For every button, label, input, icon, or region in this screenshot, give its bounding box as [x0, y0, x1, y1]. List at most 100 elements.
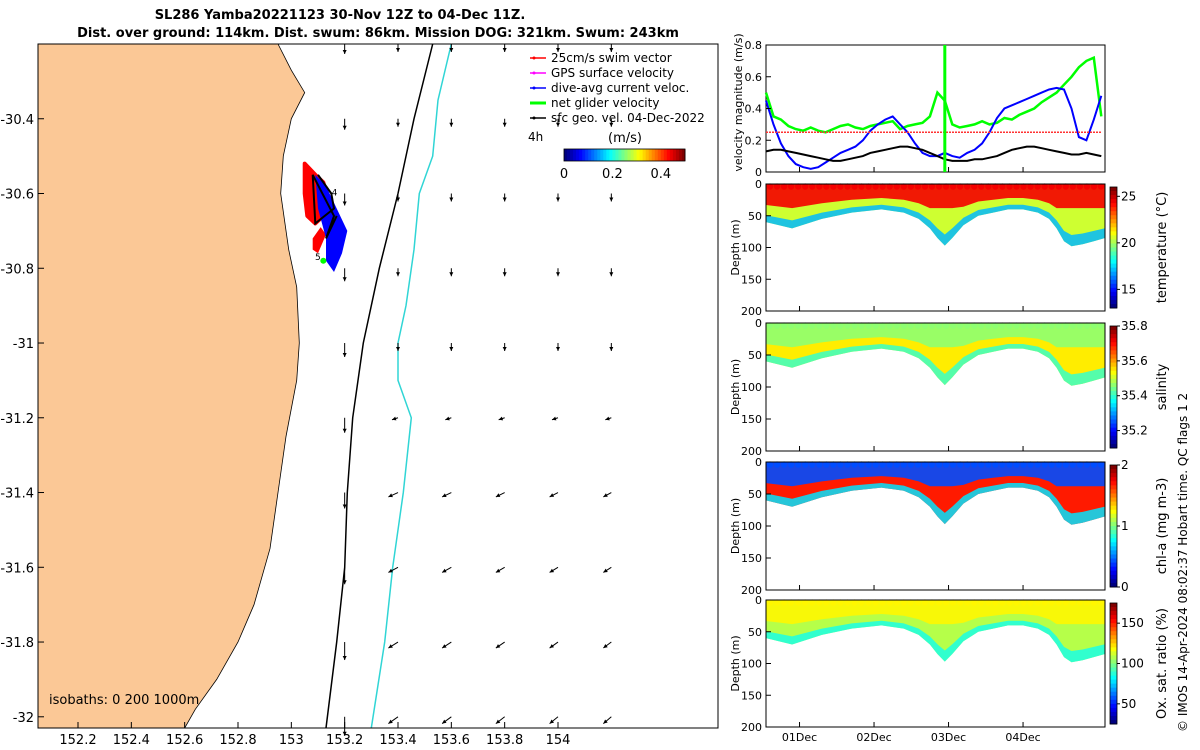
section-sample-dot	[773, 461, 781, 468]
colorbar-tick-label: 35.2	[1121, 424, 1148, 438]
legend-item-label: dive-avg current veloc.	[551, 81, 689, 95]
colorbar-segment	[1110, 391, 1117, 396]
colorbar-segment	[1110, 493, 1117, 499]
velocity-arrowhead	[449, 347, 454, 351]
velocity-axes	[765, 44, 1106, 173]
colorbar-segment	[1110, 505, 1117, 511]
section-sample-dot	[914, 322, 922, 329]
colorbar-tick-label: 35.6	[1121, 354, 1148, 368]
colorbar-label: Ox. sat. ratio (%)	[1155, 608, 1170, 719]
section-sample-dot	[1048, 461, 1055, 468]
section-sample-dot	[844, 183, 851, 190]
section-sample-dot	[1027, 461, 1034, 468]
colorbar-segment	[1110, 267, 1117, 273]
velocity-arrowhead	[603, 493, 608, 497]
velocity-arrowhead	[609, 197, 614, 202]
colorbar-segment	[1110, 395, 1117, 400]
colorbar-segment	[1110, 501, 1117, 507]
section-sample-dot	[809, 183, 816, 190]
section-sample-dot	[935, 322, 943, 329]
section-sample-dot	[787, 322, 795, 329]
section-sample-dot	[865, 461, 872, 468]
section-sample-dot	[942, 599, 950, 606]
section-sample-dot	[978, 461, 985, 468]
colorbar-segment	[1110, 295, 1117, 301]
velocity-arrowhead	[502, 197, 507, 202]
colorbar-segment	[627, 149, 632, 161]
colorbar-segment	[1110, 639, 1117, 644]
section-sample-dot	[1062, 183, 1069, 190]
velocity-arrowhead	[388, 719, 393, 724]
colorbar-segment	[660, 149, 665, 161]
section-sample-dot	[1027, 322, 1034, 329]
velocity-arrowhead	[396, 48, 400, 52]
section-sample-dot	[992, 183, 999, 190]
isobath-1000m	[370, 43, 453, 729]
section-ytick-label: 50	[748, 488, 762, 501]
section-surface-layer	[766, 323, 1105, 348]
colorbar-segment	[630, 149, 635, 161]
velocity-ytick-label: 0.8	[745, 39, 763, 52]
map-ytick-label: -31.2	[0, 412, 34, 427]
section-sample-dot	[872, 183, 879, 190]
section-sample-dot	[851, 599, 858, 606]
colorbar-segment	[1110, 558, 1117, 564]
colorbar-segment	[639, 149, 644, 161]
legend-item-label: net glider velocity	[551, 96, 659, 110]
section-sample-dot	[787, 183, 795, 190]
colorbar-segment	[1110, 562, 1117, 568]
section-sample-dot	[921, 322, 929, 329]
section-sample-dot	[907, 322, 915, 329]
colorbar-segment	[594, 149, 598, 161]
section-sample-dot	[1013, 599, 1020, 606]
section-sample-dot	[794, 599, 802, 606]
section-ytick-label: 100	[741, 658, 762, 671]
velocity-series-line	[765, 86, 1103, 170]
colorbar-segment	[1110, 330, 1117, 335]
colorbar-segment	[597, 149, 601, 161]
section-sample-dot	[928, 599, 936, 606]
colorbar-segment	[1110, 530, 1117, 535]
colorbar-segment	[675, 149, 680, 161]
colorbar-tick-label: 1	[1121, 519, 1129, 533]
section-sample-dot	[844, 322, 851, 329]
velocity-arrowhead	[342, 731, 347, 736]
section-sample-dot	[1090, 461, 1098, 468]
colorbar-tick-label: 0.2	[602, 167, 623, 182]
chart-title-line1: SL286 Yamba20221123 30-Nov 12Z to 04-Dec…	[154, 8, 526, 23]
colorbar-segment	[1110, 362, 1117, 368]
map-xtick-label: 152.6	[166, 733, 203, 748]
colorbar-segment	[609, 149, 613, 161]
colorbar-segment	[1110, 574, 1117, 580]
section-sample-dot	[1006, 599, 1013, 606]
section-sample-dot	[1048, 599, 1055, 606]
velocity-arrowhead	[549, 568, 555, 573]
colorbar-segment	[1110, 497, 1117, 503]
colorbar-segment	[1110, 195, 1117, 200]
velocity-arrowhead	[396, 122, 400, 127]
colorbar-segment	[1110, 299, 1117, 305]
map-ytick-label: -31.6	[0, 561, 34, 576]
velocity-arrowhead	[445, 416, 450, 421]
colorbar-segment	[1110, 211, 1117, 216]
legend-marker	[532, 116, 536, 120]
time-tick-label: 04Dec	[1005, 731, 1040, 744]
colorbar-segment	[657, 149, 662, 161]
colorbar-segment	[1110, 619, 1117, 624]
section-sample-dot	[900, 322, 908, 329]
colorbar-segment	[1110, 439, 1117, 445]
colorbar-segment	[1110, 247, 1117, 253]
velocity-arrowhead	[556, 197, 560, 202]
velocity-arrowhead	[549, 644, 554, 648]
velocity-arrowhead	[342, 504, 347, 509]
section-sample-dot	[956, 461, 964, 468]
colorbar-segment	[1110, 239, 1117, 244]
section-sample-dot	[787, 599, 795, 606]
section-sample-dot	[886, 461, 893, 468]
section-sample-dot	[1076, 183, 1084, 190]
section-sample-dot	[773, 322, 781, 329]
map-xtick-label: 153	[279, 733, 304, 748]
